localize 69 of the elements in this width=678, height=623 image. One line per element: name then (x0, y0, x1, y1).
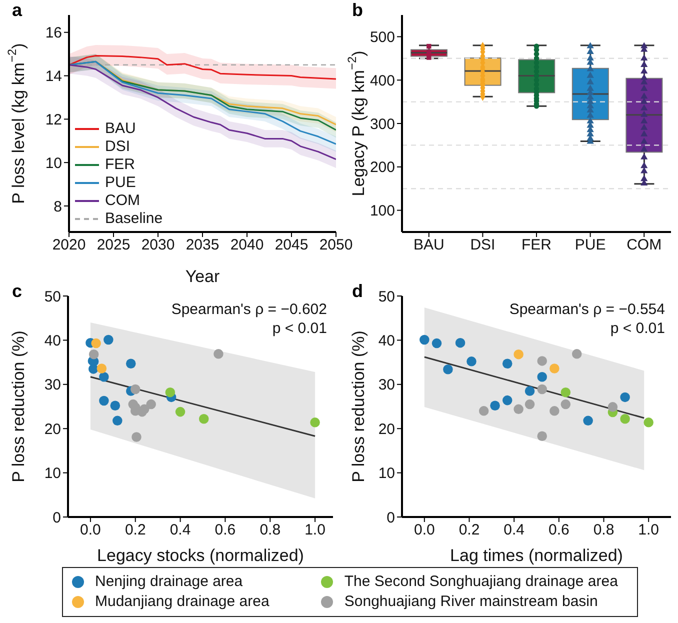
x-tick-label: 0.0 (414, 522, 435, 539)
x-tick-label: 0.2 (124, 522, 146, 539)
x-tick-label: 2025 (96, 236, 130, 254)
x-tick-label: 0.6 (548, 522, 570, 539)
legend-label: The Second Songhuajiang drainage area (343, 572, 619, 592)
y-axis-title: P loss reduction (%) (349, 330, 368, 482)
legend-label: Mudanjiang drainage area (94, 592, 270, 612)
y-tick-label: 8 (54, 198, 62, 216)
y-tick-label: 40 (44, 332, 61, 350)
x-tick-label: PUE (574, 236, 606, 254)
x-tick-label: 2050 (319, 236, 353, 254)
y-tick-label: 10 (378, 465, 395, 482)
y-tick-label: 30 (44, 376, 61, 394)
legend-label: Songhuajiang River mainstream basin (343, 592, 599, 612)
y-tick-label: 50 (44, 288, 61, 306)
chart-title: a (12, 0, 22, 21)
y-tick-label: 300 (370, 116, 395, 133)
legend-label: FER (104, 156, 136, 174)
y-tick-label: 16 (45, 24, 62, 42)
y-tick-label: 100 (370, 202, 395, 220)
annotation: p < 0.01 (609, 319, 665, 338)
x-tick-label: DSI (470, 236, 496, 254)
x-tick-label: 0.8 (593, 522, 614, 539)
y-tick-label: 10 (44, 465, 61, 482)
y-tick-label: 10 (45, 154, 62, 172)
legend-label: Baseline (104, 210, 163, 228)
annotation: p < 0.01 (271, 319, 327, 338)
legend-label: Nenjing drainage area (94, 572, 244, 592)
y-tick-label: 30 (378, 376, 395, 394)
x-tick-label: BAU (413, 236, 444, 254)
y-tick-label: 0 (386, 509, 395, 526)
x-tick-label: 2040 (230, 236, 264, 254)
annotation: Spearman's ρ = −0.554 (509, 300, 665, 319)
y-tick-label: 20 (44, 420, 61, 438)
chart-title: c (12, 281, 22, 302)
x-tick-label: COM (626, 236, 662, 254)
y-tick-label: 12 (45, 111, 62, 128)
x-tick-label: 1.0 (304, 522, 326, 539)
chart-title: b (352, 0, 363, 21)
x-tick-label: 0.0 (80, 522, 101, 539)
y-tick-label: 20 (378, 420, 395, 438)
x-tick-label: 2030 (141, 236, 175, 254)
y-axis-title: P loss reduction (%) (9, 330, 28, 482)
x-tick-label: 1.0 (638, 522, 660, 539)
annotation: Spearman's ρ = −0.602 (171, 300, 327, 319)
legend-label: DSI (104, 138, 132, 156)
x-axis-title: Lag times (normalized) (450, 546, 623, 565)
x-axis-title: Legacy stocks (normalized) (97, 546, 304, 565)
y-tick-label: 500 (370, 29, 395, 46)
legend-label: PUE (104, 174, 137, 192)
legend-label: COM (104, 192, 141, 210)
x-tick-label: 2020 (52, 236, 86, 254)
x-tick-label: 0.2 (458, 522, 480, 539)
legend-label: BAU (104, 120, 137, 138)
x-tick-label: FER (522, 236, 552, 254)
x-tick-label: 0.6 (214, 522, 236, 539)
x-tick-label: 0.4 (504, 522, 525, 539)
y-tick-label: 40 (378, 332, 395, 350)
y-tick-label: 200 (370, 159, 395, 176)
y-tick-label: 400 (370, 72, 395, 90)
y-tick-label: 14 (45, 68, 62, 86)
y-tick-label: 50 (378, 288, 395, 306)
x-tick-label: 0.4 (170, 522, 191, 539)
y-tick-label: 0 (52, 509, 61, 526)
x-tick-label: 2045 (274, 236, 308, 254)
x-axis-title: Year (185, 267, 220, 286)
x-tick-label: 0.8 (260, 522, 281, 539)
chart-title: d (352, 281, 363, 302)
x-tick-label: 2035 (186, 236, 220, 254)
